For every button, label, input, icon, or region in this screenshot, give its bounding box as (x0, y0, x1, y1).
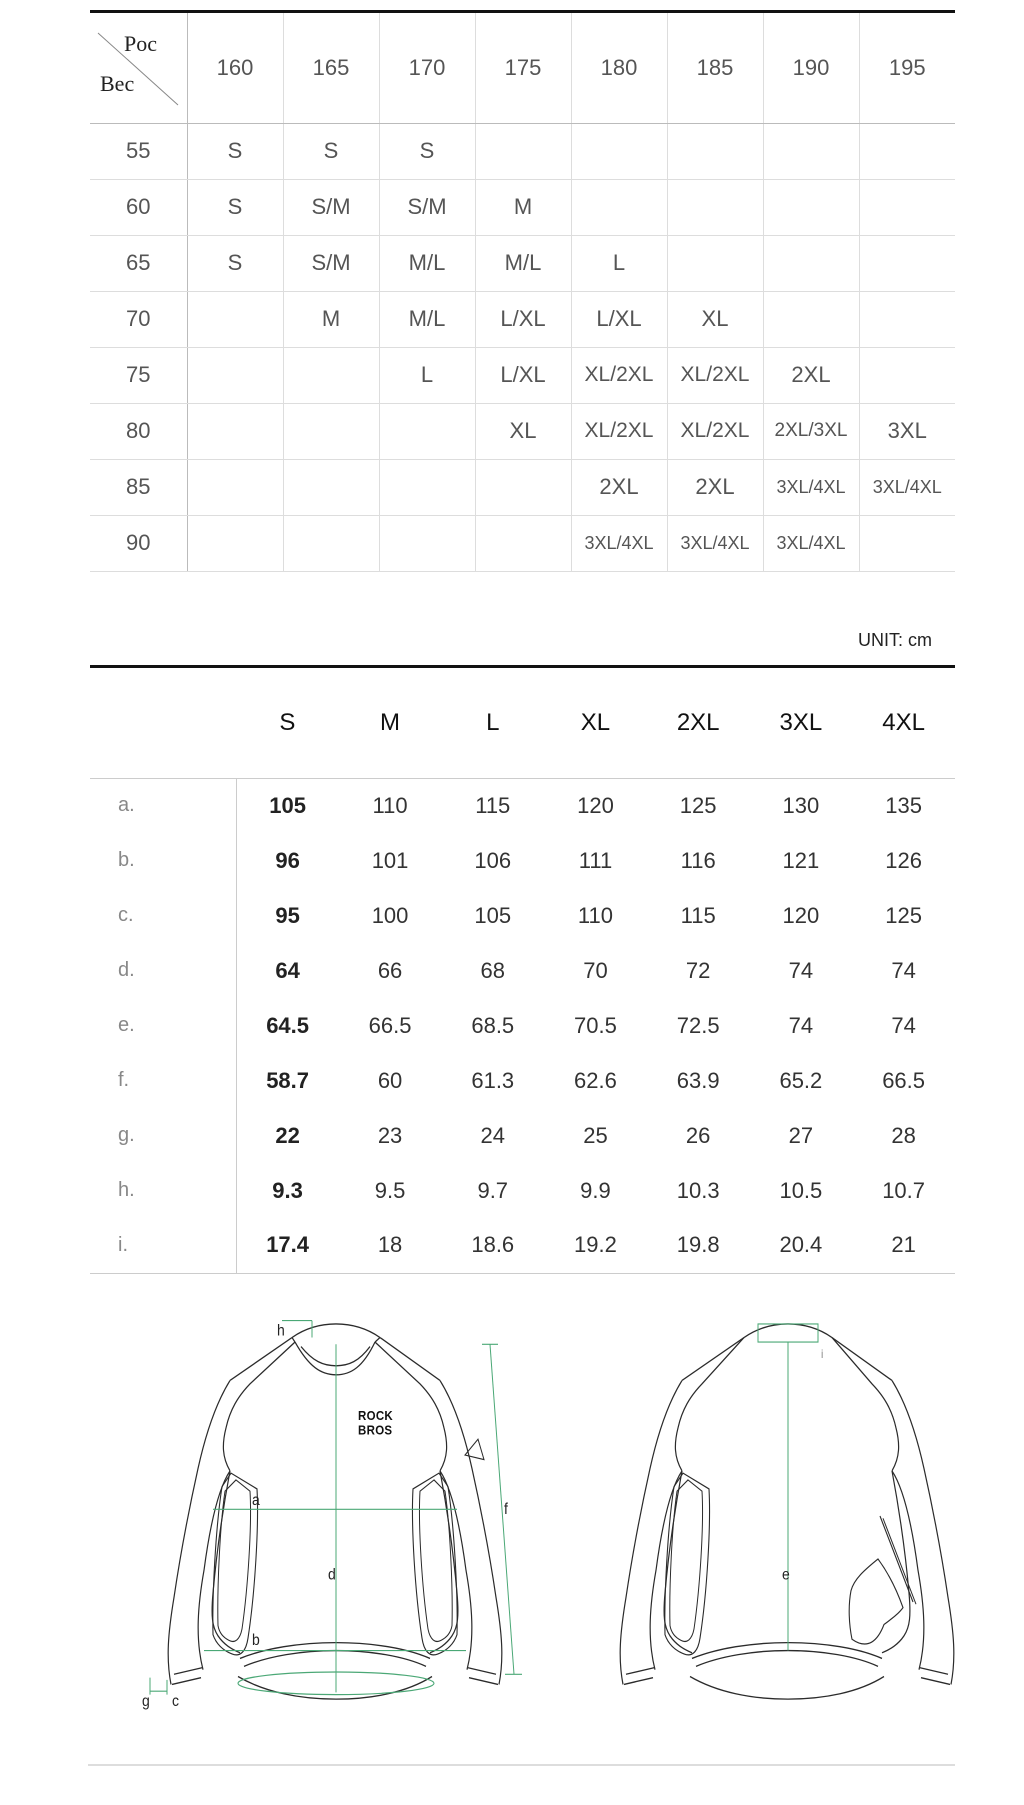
svg-text:ROCK: ROCK (358, 1408, 393, 1423)
svg-text:d: d (328, 1566, 336, 1584)
svg-text:BROS: BROS (358, 1423, 392, 1438)
svg-text:g: g (142, 1692, 150, 1710)
svg-text:i: i (821, 1348, 823, 1361)
svg-text:b: b (252, 1631, 260, 1649)
svg-text:c: c (172, 1692, 179, 1710)
svg-text:e: e (782, 1566, 790, 1584)
svg-text:f: f (504, 1500, 509, 1518)
svg-text:h: h (277, 1321, 285, 1339)
svg-text:a: a (252, 1491, 260, 1509)
